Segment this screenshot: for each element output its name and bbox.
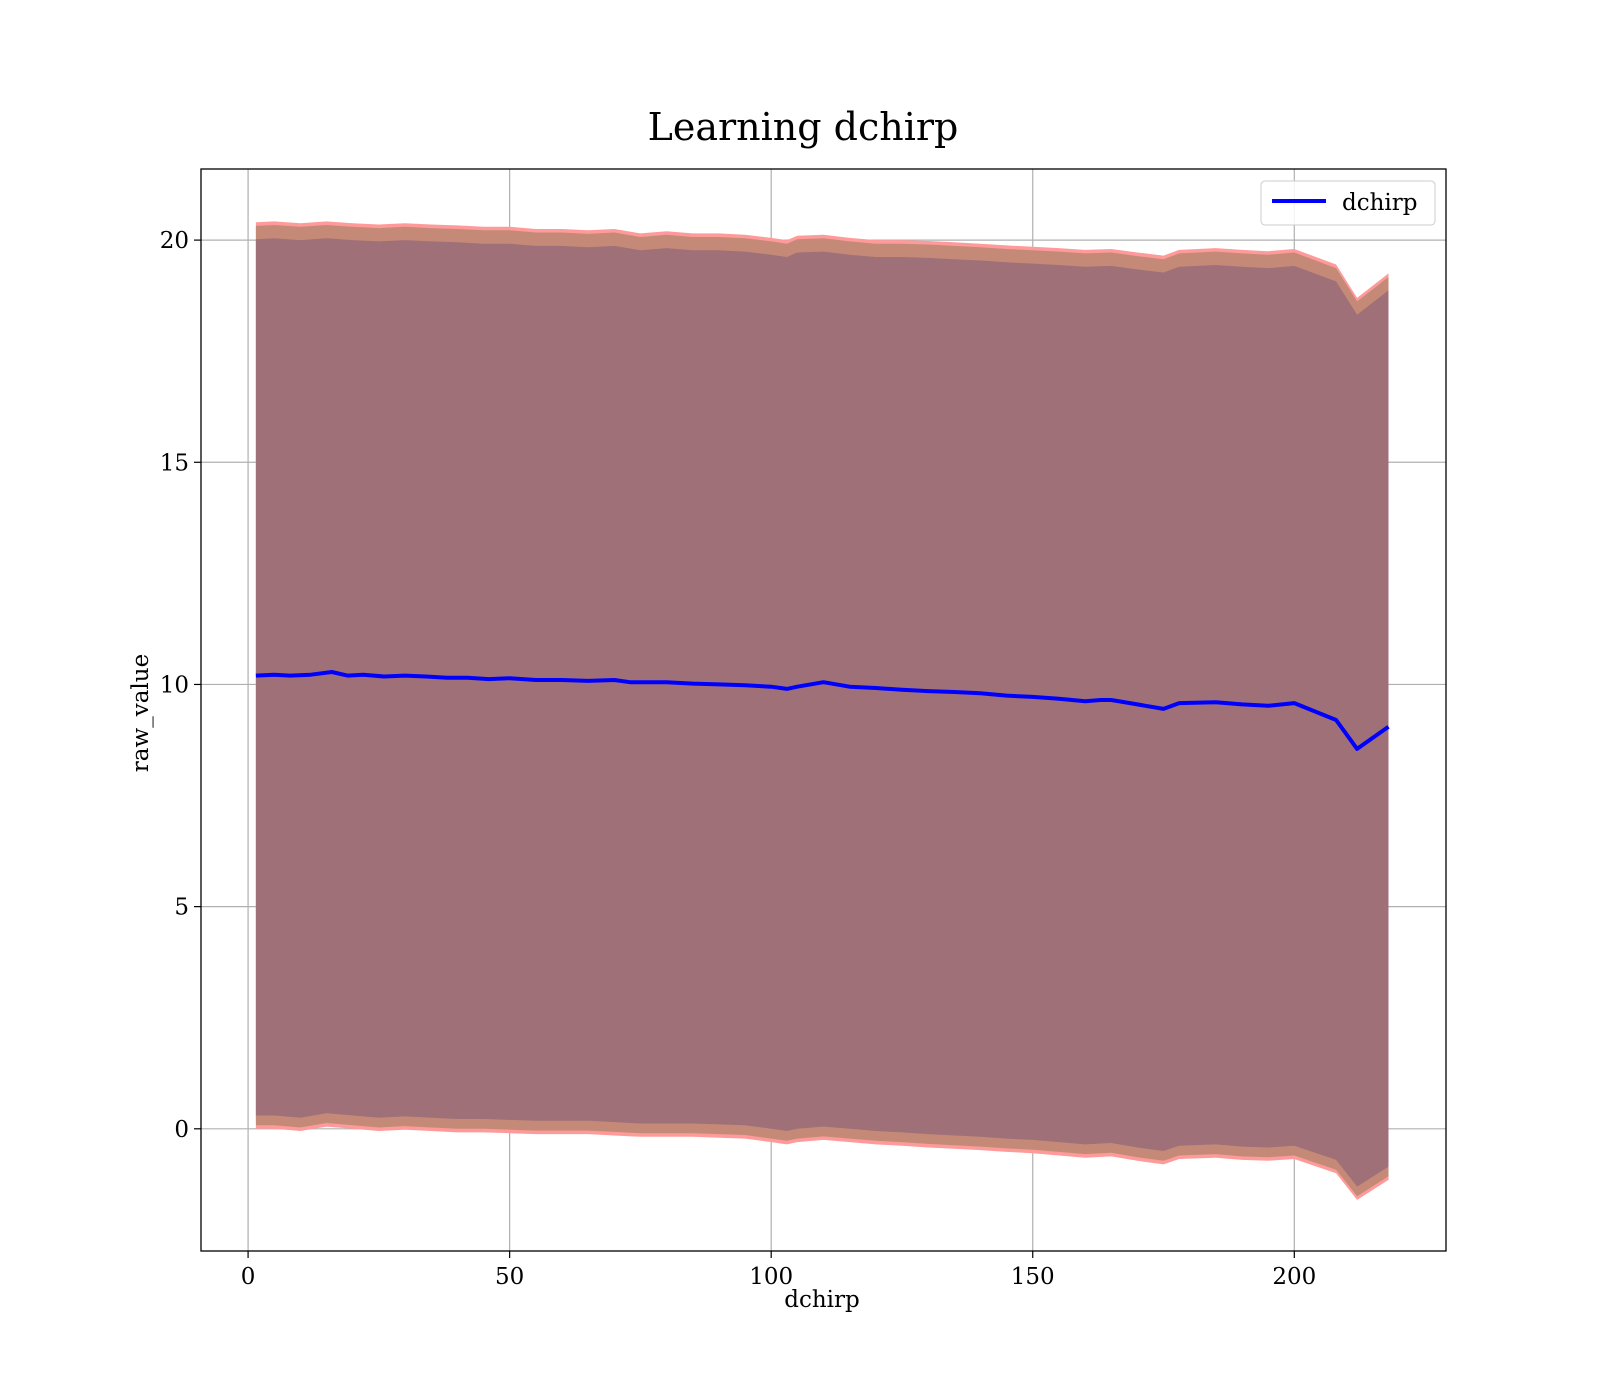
chart-title: Learning dchirp xyxy=(648,105,959,149)
x-tick-label: 50 xyxy=(495,1264,524,1290)
y-tick-label: 10 xyxy=(160,672,189,698)
y-tick-label: 0 xyxy=(174,1117,189,1143)
x-tick-label: 150 xyxy=(1011,1264,1055,1290)
plot-frame xyxy=(200,168,1447,1252)
series-line-dchirp xyxy=(255,670,1390,751)
x-tick-label: 0 xyxy=(241,1264,256,1290)
series-lines xyxy=(255,670,1390,751)
band-inner xyxy=(255,238,1389,1187)
y-tick-label: 20 xyxy=(160,228,189,254)
confidence-bands xyxy=(255,221,1389,1200)
y-axis-label: raw_value xyxy=(128,654,154,772)
x-tick-label: 100 xyxy=(749,1264,793,1290)
axis-ticks: 0 50 100 150 200 0 5 10 15 20 xyxy=(160,228,1317,1290)
x-axis-label: dchirp xyxy=(784,1287,860,1313)
legend-label: dchirp xyxy=(1342,190,1418,216)
y-tick-label: 15 xyxy=(160,450,189,476)
x-tick-label: 200 xyxy=(1272,1264,1316,1290)
y-tick-label: 5 xyxy=(174,895,189,921)
legend-frame xyxy=(1260,180,1436,226)
legend: dchirp xyxy=(1260,180,1436,226)
